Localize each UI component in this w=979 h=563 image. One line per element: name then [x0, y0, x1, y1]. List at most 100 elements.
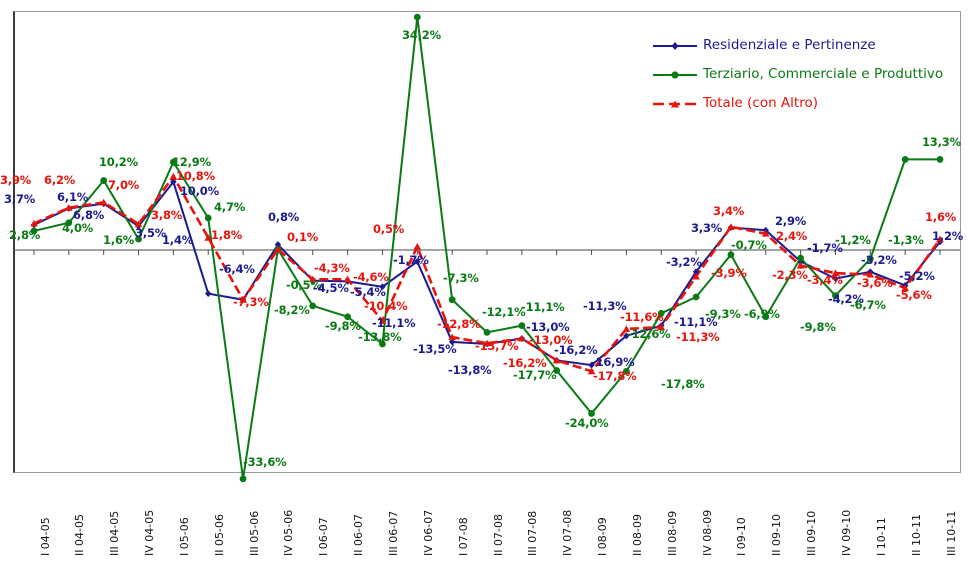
data-label: -12,6% — [627, 327, 671, 341]
x-tick-label: III 05-06 — [247, 510, 261, 556]
legend-label-totale: Totale (con Altro) — [703, 94, 818, 111]
x-tick-label: I 07-08 — [456, 517, 470, 556]
data-label: -11,3% — [676, 330, 720, 344]
data-label: -6,7% — [850, 298, 886, 312]
data-label: 6,8% — [73, 208, 105, 222]
x-tick-label: I 05-06 — [177, 517, 191, 556]
data-label: -12,1% — [482, 305, 526, 319]
data-label: -13,7% — [475, 339, 519, 353]
data-label: -13,0% — [526, 320, 570, 334]
x-tick-label: II 07-08 — [491, 514, 505, 556]
data-label: 10,2% — [99, 155, 138, 169]
data-label: 3,7% — [4, 192, 36, 206]
x-tick-label: III 10-11 — [944, 510, 958, 556]
data-label: 0,1% — [287, 230, 319, 244]
data-label: -3,2% — [861, 253, 897, 267]
x-tick-label: III 09-10 — [805, 510, 819, 556]
x-tick-label: I 08-09 — [596, 517, 610, 556]
data-label: 1,6% — [103, 233, 135, 247]
data-label: -17,8% — [661, 377, 705, 391]
data-label: -1,7% — [807, 241, 843, 255]
x-tick-label: I 10-11 — [874, 517, 888, 556]
x-tick-label: I 09-10 — [735, 517, 749, 556]
x-tick-label: IV 07-08 — [561, 509, 575, 556]
data-label: -9,8% — [325, 319, 361, 333]
data-label: -16,2% — [554, 343, 598, 357]
data-label: 13,3% — [922, 135, 961, 149]
data-label: -7,3% — [233, 295, 269, 309]
data-label: -1,2% — [835, 233, 871, 247]
data-label: -5,4% — [350, 285, 386, 299]
data-label: -1,7% — [393, 253, 429, 267]
data-label: 1,4% — [162, 233, 194, 247]
legend-key-totale — [651, 96, 699, 110]
data-label: -9,8% — [800, 320, 836, 334]
data-label: 0,8% — [268, 210, 300, 224]
data-label: -17,7% — [513, 368, 557, 382]
data-label: 3,3% — [691, 221, 723, 235]
data-label: 12,9% — [172, 155, 211, 169]
data-label: 3,5% — [135, 226, 167, 240]
data-label: -3,9% — [711, 266, 747, 280]
data-label: -9,3% — [705, 307, 741, 321]
data-label: -3,2% — [666, 255, 702, 269]
data-label: 3,9% — [0, 173, 32, 187]
data-label: -13,5% — [413, 342, 457, 356]
x-tick-label: III 04-05 — [108, 510, 122, 556]
data-label: -11,3% — [583, 299, 627, 313]
data-label: -13,0% — [529, 333, 573, 347]
data-label: 2,8% — [9, 228, 41, 242]
data-label: -17,8% — [593, 369, 637, 383]
x-tick-label: II 05-06 — [212, 514, 226, 556]
data-label: -33,6% — [243, 455, 287, 469]
x-tick-label: III 06-07 — [386, 510, 400, 556]
data-label: 6,1% — [57, 190, 89, 204]
chart-legend: Residenziale e Pertinenze Terziario, Com… — [651, 30, 961, 117]
x-tick-label: III 07-08 — [526, 510, 540, 556]
data-label: -5,2% — [899, 269, 935, 283]
data-label: -2,3% — [772, 268, 808, 282]
data-label: -11,1% — [372, 316, 416, 330]
data-label: -0,7% — [731, 238, 767, 252]
data-label: -16,2% — [503, 356, 547, 370]
legend-label-terziario: Terziario, Commerciale e Produttivo — [703, 65, 944, 82]
data-label: -4,2% — [828, 292, 864, 306]
data-label: 4,0% — [62, 221, 94, 235]
legend-item-terziario: Terziario, Commerciale e Produttivo — [651, 59, 961, 88]
x-tick-label: IV 05-06 — [282, 509, 296, 556]
data-label: -3,6% — [857, 276, 893, 290]
data-label: 1,8% — [211, 228, 243, 242]
data-label: -1,3% — [888, 233, 924, 247]
data-label: -4,3% — [314, 261, 350, 275]
data-label: 3,8% — [151, 208, 183, 222]
data-label: -10,4% — [364, 299, 408, 313]
data-label: -11,1% — [521, 300, 565, 314]
legend-label-residenziale: Residenziale e Pertinenze — [703, 36, 876, 53]
x-tick-label: II 06-07 — [352, 514, 366, 556]
data-label: 1,6% — [925, 210, 957, 224]
x-tick-label: II 10-11 — [909, 514, 923, 556]
x-tick-label: III 08-09 — [665, 510, 679, 556]
data-label: 3,4% — [713, 204, 745, 218]
data-label: -4,6% — [353, 270, 389, 284]
data-label: -24,0% — [565, 416, 609, 430]
x-tick-label: II 04-05 — [73, 514, 87, 556]
data-label: 7,0% — [108, 178, 140, 192]
x-tick-label: II 08-09 — [630, 514, 644, 556]
data-label: 6,2% — [44, 173, 76, 187]
data-label: 1,2% — [932, 229, 964, 243]
data-label: 2,4% — [776, 229, 808, 243]
x-tick-label: IV 09-10 — [839, 509, 853, 556]
data-label: -16,9% — [591, 355, 635, 369]
x-tick-label: I 06-07 — [317, 517, 331, 556]
data-label: -3,4% — [807, 273, 843, 287]
data-label: -12,8% — [437, 317, 481, 331]
x-tick-label: IV 08-09 — [700, 509, 714, 556]
data-label: -7,3% — [443, 271, 479, 285]
x-tick-label: IV 04-05 — [143, 509, 157, 556]
data-label: 10,8% — [176, 169, 215, 183]
data-label: 4,7% — [214, 200, 246, 214]
data-label: -13,8% — [358, 330, 402, 344]
data-label: -5,6% — [896, 288, 932, 302]
